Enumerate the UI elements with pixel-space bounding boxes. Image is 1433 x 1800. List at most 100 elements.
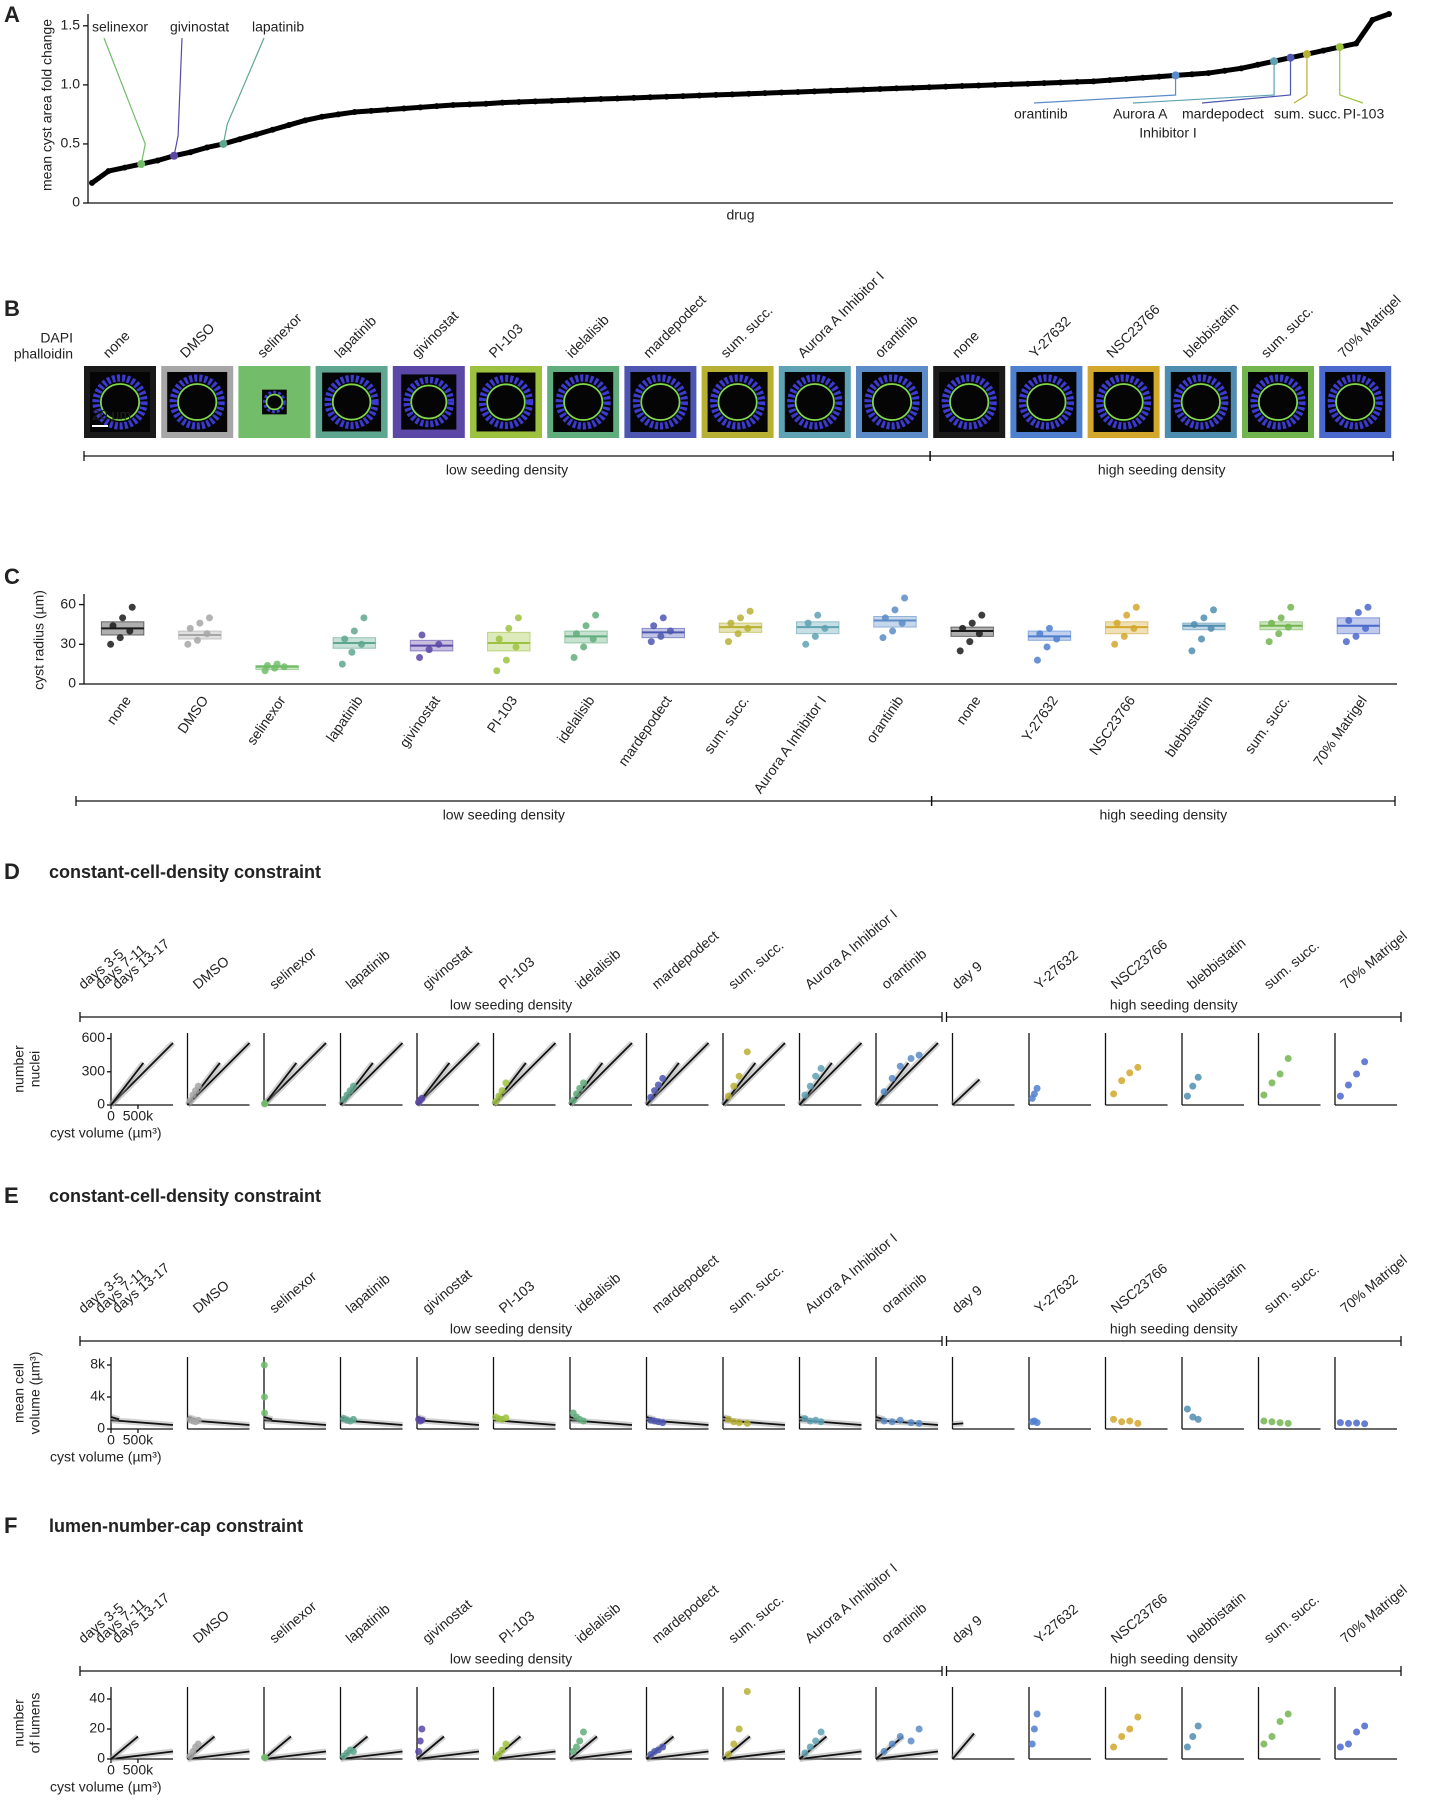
data-point <box>505 624 513 632</box>
data-point <box>495 1092 503 1100</box>
model-line <box>875 1735 904 1760</box>
panel-letter: F <box>4 1513 17 1538</box>
condition-label: blebbistatin <box>1180 299 1241 360</box>
condition-label: idelalisib <box>572 1269 624 1316</box>
data-point <box>730 1740 738 1748</box>
data-point <box>89 179 95 186</box>
data-point <box>1353 1419 1361 1427</box>
data-point <box>589 635 597 643</box>
data-point <box>1118 1077 1126 1085</box>
data-point <box>1276 1419 1284 1427</box>
data-point <box>532 98 539 105</box>
data-point <box>1156 73 1163 80</box>
data-point <box>654 1081 662 1089</box>
data-point <box>737 614 744 622</box>
x-axis-label: cyst volume (µm³) <box>50 1779 162 1795</box>
data-point <box>203 630 211 638</box>
actin-ring <box>1026 383 1067 421</box>
data-point <box>105 168 112 175</box>
data-point <box>1238 65 1245 72</box>
data-point <box>1126 1069 1134 1077</box>
condition-label: PI-103 <box>496 953 538 992</box>
data-point <box>1110 1090 1118 1098</box>
condition-label: sum. succ. <box>725 1591 787 1646</box>
data-point <box>907 1419 915 1427</box>
leader-line <box>1201 57 1292 104</box>
data-point <box>1126 1417 1134 1425</box>
data-point <box>1361 1722 1369 1730</box>
data-point <box>1120 632 1128 640</box>
condition-label: givinostat <box>419 1596 475 1646</box>
data-point <box>502 656 510 664</box>
data-point <box>915 1051 923 1059</box>
x-axis-label: drug <box>726 207 754 223</box>
data-point <box>735 1419 743 1427</box>
x-tick-label: 500k <box>123 1432 154 1448</box>
data-point <box>495 635 503 643</box>
y-tick-label: 8k <box>90 1356 106 1372</box>
panel-title: lumen-number-cap constraint <box>49 1516 303 1536</box>
data-point <box>889 627 897 635</box>
data-point <box>712 91 719 98</box>
data-point <box>548 97 555 104</box>
data-point <box>907 1737 915 1745</box>
data-point <box>572 1090 580 1098</box>
data-point <box>579 1079 587 1087</box>
condition-label: blebbistatin <box>1184 1588 1249 1646</box>
data-point <box>348 648 356 656</box>
highlight-point <box>170 151 179 160</box>
data-point <box>512 643 520 651</box>
highlight-point <box>219 139 228 148</box>
condition-label: lapatinib <box>343 1270 393 1316</box>
condition-label: givinostat <box>408 308 461 361</box>
condition-label: DMSO <box>174 693 211 737</box>
condition-label: PI-103 <box>496 1277 538 1316</box>
data-point <box>968 619 976 627</box>
condition-label: givinostat <box>396 693 443 751</box>
model-line <box>263 1062 298 1106</box>
condition-label: PI-103 <box>496 1607 538 1646</box>
condition-label: lapatinib <box>323 692 366 744</box>
model-line <box>569 1042 633 1106</box>
model-line <box>187 1750 250 1760</box>
y-tick-label: 1.5 <box>61 17 81 33</box>
condition-label: NSC23766 <box>1103 301 1163 361</box>
data-point <box>579 1417 587 1425</box>
data-point <box>1200 614 1208 622</box>
condition-label: day 9 <box>949 1612 986 1646</box>
model-line <box>110 1419 174 1426</box>
data-point <box>581 96 588 103</box>
data-point <box>466 101 473 108</box>
data-point <box>896 1733 904 1740</box>
y-axis-label: cyst radius (µm) <box>31 590 47 690</box>
data-point <box>730 1418 738 1426</box>
data-point <box>1260 1740 1268 1748</box>
data-point <box>1030 1725 1038 1733</box>
condition-label: sum. succ. <box>1241 693 1292 757</box>
data-point <box>801 1749 809 1757</box>
data-point <box>1287 603 1295 611</box>
data-point <box>205 614 213 622</box>
data-point <box>730 1082 738 1090</box>
nuclei-ring <box>263 390 286 414</box>
condition-label: orantinib <box>878 1599 930 1646</box>
data-point <box>1033 1419 1041 1427</box>
data-point <box>260 1393 268 1401</box>
data-point <box>1189 1413 1197 1421</box>
box <box>873 616 917 628</box>
actin-ring <box>640 383 681 421</box>
data-point <box>1353 1070 1361 1078</box>
condition-label: sum. succ. <box>1257 302 1316 361</box>
data-point <box>1194 1722 1202 1730</box>
nuclei-ring <box>1327 374 1383 430</box>
y-tick-label: 600 <box>82 1029 106 1045</box>
data-point <box>1284 1710 1292 1718</box>
data-point <box>1361 1058 1369 1066</box>
nuclei-ring <box>1173 374 1229 430</box>
nuclei-ring <box>787 374 843 430</box>
condition-label: sum. succ. <box>701 693 752 757</box>
condition-label: NSC23766 <box>1108 936 1171 992</box>
data-point <box>261 1409 269 1417</box>
model-line <box>416 1750 480 1760</box>
y-tick-label: 0.5 <box>61 135 81 151</box>
